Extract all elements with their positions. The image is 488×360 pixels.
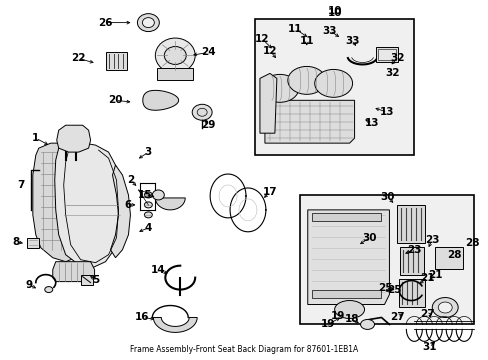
Text: 32: 32 — [389, 54, 404, 63]
Text: 16: 16 — [135, 312, 149, 323]
Text: 20: 20 — [108, 95, 122, 105]
Ellipse shape — [144, 202, 152, 208]
Polygon shape — [155, 198, 185, 210]
Ellipse shape — [144, 192, 152, 198]
Ellipse shape — [137, 14, 159, 32]
Polygon shape — [142, 90, 178, 110]
Bar — [434, 247, 462, 269]
Text: 27: 27 — [389, 312, 404, 323]
Text: Frame Assembly-Front Seat Back Diagram for 87601-1EB1A: Frame Assembly-Front Seat Back Diagram f… — [130, 345, 357, 354]
Ellipse shape — [431, 298, 457, 318]
Text: 9: 9 — [25, 280, 32, 289]
Text: 2: 2 — [126, 175, 134, 185]
Polygon shape — [55, 142, 122, 268]
Text: 22: 22 — [71, 54, 86, 63]
Polygon shape — [260, 73, 276, 133]
Text: 26: 26 — [98, 18, 113, 28]
Bar — [399, 279, 425, 306]
Text: 15: 15 — [138, 190, 152, 200]
Bar — [311, 289, 381, 298]
Text: 11: 11 — [287, 24, 302, 33]
Ellipse shape — [155, 38, 195, 73]
Text: 18: 18 — [344, 314, 358, 324]
Bar — [81, 275, 92, 285]
Text: 12: 12 — [254, 33, 268, 44]
Bar — [27, 238, 39, 248]
Text: 31: 31 — [421, 342, 436, 352]
Text: 30: 30 — [379, 192, 394, 202]
Polygon shape — [110, 165, 130, 258]
Text: 28: 28 — [464, 238, 478, 248]
Bar — [311, 213, 381, 221]
Ellipse shape — [197, 108, 207, 116]
Text: 12: 12 — [262, 45, 277, 55]
Text: 29: 29 — [201, 120, 215, 130]
Ellipse shape — [152, 190, 164, 200]
Bar — [299, 195, 473, 324]
Ellipse shape — [45, 287, 53, 293]
Polygon shape — [53, 262, 94, 282]
Ellipse shape — [287, 67, 325, 94]
Ellipse shape — [144, 212, 152, 218]
Polygon shape — [57, 125, 90, 152]
Text: 21: 21 — [419, 273, 434, 283]
Text: 8: 8 — [12, 237, 20, 247]
Text: 32: 32 — [385, 68, 399, 78]
Text: 28: 28 — [446, 250, 461, 260]
Text: 24: 24 — [201, 48, 215, 58]
Text: 19: 19 — [320, 319, 334, 329]
Bar — [105, 53, 127, 71]
Ellipse shape — [334, 301, 364, 319]
Text: 10: 10 — [327, 8, 341, 18]
Text: 14: 14 — [151, 265, 165, 275]
Text: 33: 33 — [345, 36, 359, 46]
Ellipse shape — [164, 46, 186, 64]
Polygon shape — [153, 318, 197, 332]
Polygon shape — [33, 143, 90, 262]
Polygon shape — [307, 210, 388, 305]
Text: 25: 25 — [377, 283, 392, 293]
Text: 4: 4 — [144, 223, 152, 233]
Text: 1: 1 — [32, 133, 40, 143]
Bar — [400, 247, 424, 275]
Ellipse shape — [437, 302, 451, 313]
Bar — [397, 205, 425, 243]
Bar — [254, 19, 413, 155]
Ellipse shape — [142, 18, 154, 28]
Text: 3: 3 — [144, 147, 152, 157]
Text: 13: 13 — [365, 118, 379, 128]
Text: 30: 30 — [362, 233, 376, 243]
Text: 21: 21 — [427, 270, 442, 280]
Ellipse shape — [192, 104, 212, 120]
Bar — [378, 49, 396, 60]
Ellipse shape — [360, 319, 374, 329]
Text: 23: 23 — [406, 245, 421, 255]
Polygon shape — [264, 100, 354, 143]
Text: 33: 33 — [322, 26, 336, 36]
Text: 7: 7 — [17, 180, 24, 190]
Text: 6: 6 — [124, 200, 132, 210]
Text: 11: 11 — [299, 36, 313, 46]
Bar — [157, 68, 193, 80]
Ellipse shape — [314, 69, 352, 97]
Ellipse shape — [261, 75, 298, 102]
Text: 13: 13 — [379, 107, 394, 117]
Text: 17: 17 — [262, 187, 277, 197]
Text: 19: 19 — [330, 311, 344, 321]
Text: 23: 23 — [424, 235, 439, 245]
Bar — [376, 46, 398, 62]
Text: 27: 27 — [419, 310, 434, 319]
Text: 10: 10 — [327, 6, 341, 15]
Text: 25: 25 — [386, 284, 401, 294]
Text: 5: 5 — [92, 275, 99, 285]
